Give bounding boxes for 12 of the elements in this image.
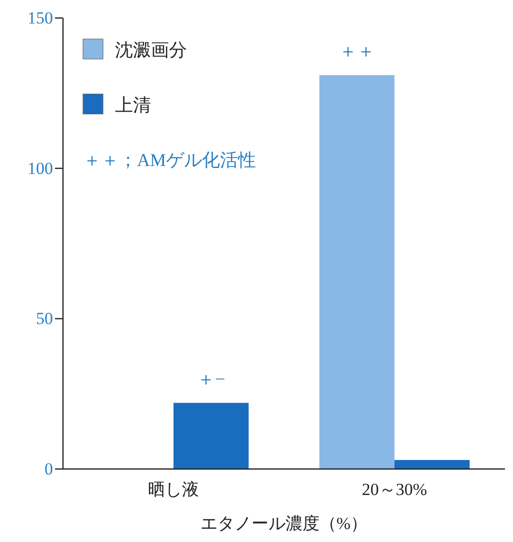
annotation: ＋＋；AMゲル化活性: [83, 150, 256, 170]
x-tick-label: 晒し液: [148, 480, 199, 499]
legend-label: 沈澱画分: [115, 40, 187, 60]
y-tick-label: 100: [28, 158, 53, 178]
x-axis-title: エタノール濃度（%）: [200, 514, 368, 533]
y-tick-label: 0: [44, 460, 53, 478]
annotation: ＋−: [196, 368, 226, 389]
annotation: ＋＋: [338, 41, 375, 62]
legend-label: 上清: [115, 95, 151, 115]
x-tick-label: 20～30%: [362, 480, 428, 499]
y-tick-label: 150: [28, 8, 53, 28]
y-tick-label: 50: [36, 309, 53, 328]
